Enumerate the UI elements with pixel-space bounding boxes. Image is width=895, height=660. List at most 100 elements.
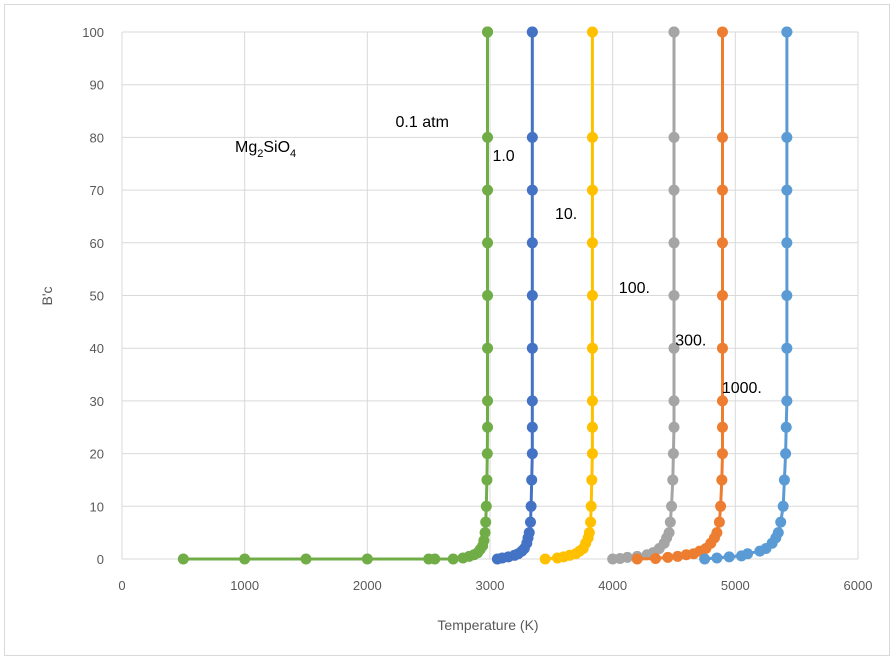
data-point-s3-p12 — [667, 474, 679, 486]
annotation-label-5: 1000. — [722, 380, 762, 397]
data-point-s0-p23 — [482, 237, 494, 249]
data-point-s0-p2 — [300, 553, 312, 565]
formula-sub-4: 4 — [290, 148, 296, 160]
data-point-s4-p3 — [672, 550, 684, 562]
data-point-s0-p3 — [361, 553, 373, 565]
data-point-s4-p14 — [716, 448, 728, 460]
data-point-s4-p15 — [716, 421, 728, 433]
y-tick-labels: 0 10 20 30 40 50 60 70 80 90 100 — [82, 25, 104, 567]
x-axis-title: Temperature (K) — [437, 617, 538, 633]
formula-mg: Mg — [235, 139, 257, 156]
formula-sub-2: 2 — [257, 148, 263, 160]
data-point-s0-p6 — [447, 553, 459, 565]
data-point-s2-p20 — [586, 131, 598, 143]
data-point-s1-p17 — [526, 290, 538, 301]
data-point-s4-p19 — [716, 237, 728, 249]
data-point-s0-p17 — [481, 474, 493, 486]
y-tick-label-70: 70 — [90, 183, 104, 198]
data-point-s3-p9 — [663, 527, 675, 539]
data-point-s0-p15 — [480, 516, 492, 528]
data-point-s5-p14 — [780, 421, 792, 433]
y-tick-label-40: 40 — [90, 341, 104, 356]
data-point-s4-p18 — [716, 290, 728, 301]
data-point-s1-p15 — [526, 395, 538, 407]
data-point-s1-p20 — [526, 131, 538, 143]
series-group — [177, 26, 793, 565]
data-point-s5-p16 — [781, 342, 793, 354]
chart-frame — [4, 4, 890, 656]
y-tick-label-80: 80 — [90, 130, 104, 145]
data-point-s2-p21 — [586, 26, 598, 38]
data-point-s1-p22 — [526, 26, 538, 38]
data-point-s0-p5 — [429, 553, 441, 565]
data-point-s3-p10 — [664, 516, 676, 528]
annotation-label-1: 1.0 — [492, 148, 514, 165]
data-point-s2-p14 — [586, 421, 598, 433]
data-point-s5-p2 — [723, 551, 735, 563]
data-point-s4-p17 — [716, 342, 728, 354]
data-point-s3-p16 — [668, 342, 680, 354]
x-tick-label-4000: 4000 — [598, 578, 627, 593]
data-point-s5-p11 — [777, 500, 789, 512]
data-point-s1-p11 — [525, 500, 537, 512]
data-point-s2-p19 — [586, 184, 598, 196]
data-point-s0-p22 — [482, 290, 494, 301]
data-point-s0-p16 — [480, 500, 492, 512]
data-point-s4-p20 — [716, 184, 728, 196]
data-point-s0-p24 — [482, 184, 494, 196]
data-point-s1-p18 — [526, 237, 538, 249]
y-tick-label-60: 60 — [90, 236, 104, 251]
data-point-s3-p19 — [668, 184, 680, 196]
data-point-s4-p12 — [715, 500, 727, 512]
data-point-s3-p17 — [668, 290, 680, 301]
y-tick-label-90: 90 — [90, 78, 104, 93]
data-point-s2-p15 — [586, 395, 598, 407]
data-point-s0-p20 — [482, 395, 494, 407]
data-point-s2-p17 — [586, 290, 598, 301]
data-point-s1-p10 — [524, 516, 536, 528]
data-point-s3-p13 — [667, 448, 679, 460]
x-tick-label-6000: 6000 — [844, 578, 873, 593]
data-point-s1-p14 — [526, 421, 538, 433]
data-point-s3-p18 — [668, 237, 680, 249]
annotation-label-2: 10. — [555, 206, 577, 223]
x-tick-label-5000: 5000 — [721, 578, 750, 593]
data-point-s2-p13 — [586, 448, 598, 460]
data-point-s0-p0 — [177, 553, 189, 565]
annotations: 0.1 atm 1.0 10. 100. 300. 1000. — [396, 114, 762, 397]
formula-sio: SiO — [263, 139, 290, 156]
data-point-s5-p19 — [781, 184, 793, 196]
data-point-s5-p15 — [781, 395, 793, 407]
data-point-s5-p18 — [781, 237, 793, 249]
data-point-s5-p20 — [781, 131, 793, 143]
x-tick-label-1000: 1000 — [230, 578, 259, 593]
data-point-s5-p4 — [742, 548, 754, 560]
data-point-s0-p14 — [479, 527, 491, 539]
y-tick-label-20: 20 — [90, 447, 104, 462]
data-point-s1-p12 — [526, 474, 538, 486]
data-point-s2-p10 — [585, 516, 597, 528]
data-point-s0-p21 — [482, 342, 494, 354]
data-point-s2-p16 — [586, 342, 598, 354]
data-point-s0-p25 — [482, 131, 494, 143]
data-point-s5-p0 — [699, 553, 711, 565]
data-point-s0-p28 — [482, 26, 494, 38]
data-point-s3-p22 — [668, 26, 680, 38]
data-point-s5-p17 — [781, 290, 793, 301]
data-point-s4-p16 — [716, 395, 728, 407]
x-tick-label-3000: 3000 — [476, 578, 505, 593]
series-3 — [607, 26, 680, 565]
y-tick-label-100: 100 — [82, 25, 104, 40]
annotation-label-4: 300. — [675, 333, 706, 350]
data-point-s2-p11 — [585, 500, 597, 512]
data-point-s5-p1 — [711, 552, 723, 564]
data-point-s2-p9 — [583, 527, 595, 539]
y-tick-label-10: 10 — [90, 499, 104, 514]
annotation-label-3: 100. — [619, 280, 650, 297]
data-point-s4-p0 — [631, 553, 643, 565]
annotation-label-0: 0.1 atm — [396, 114, 449, 131]
formula-label: Mg2SiO4 — [235, 139, 296, 160]
data-point-s5-p12 — [778, 474, 790, 486]
data-point-s4-p21 — [716, 131, 728, 143]
data-point-s4-p1 — [650, 552, 662, 564]
